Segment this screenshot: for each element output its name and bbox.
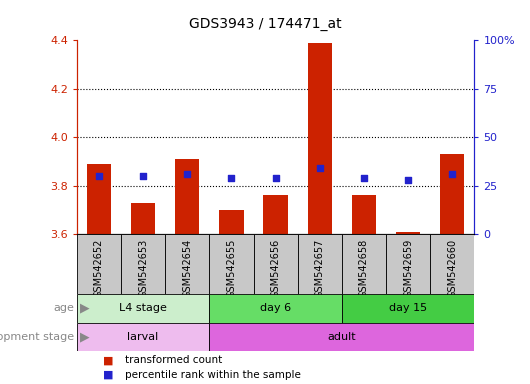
Text: GSM542659: GSM542659 [403, 238, 413, 298]
Bar [253, 234, 298, 294]
Bar [440, 154, 464, 234]
Point [227, 175, 236, 181]
Bar [263, 195, 288, 234]
Point [315, 165, 324, 171]
Text: ▶: ▶ [80, 302, 89, 314]
Text: transformed count: transformed count [125, 355, 222, 365]
Text: day 6: day 6 [260, 303, 291, 313]
Point [139, 173, 147, 179]
Text: ■: ■ [103, 370, 114, 380]
Point [183, 171, 191, 177]
Text: day 15: day 15 [389, 303, 427, 313]
Text: GDS3943 / 174471_at: GDS3943 / 174471_at [189, 17, 341, 31]
Point [448, 171, 456, 177]
Text: age: age [54, 303, 74, 313]
Text: GSM542655: GSM542655 [226, 238, 236, 298]
Text: percentile rank within the sample: percentile rank within the sample [125, 370, 301, 380]
Text: GSM542654: GSM542654 [182, 238, 192, 298]
Bar [165, 234, 209, 294]
Bar [386, 234, 430, 294]
Bar [77, 294, 209, 323]
Bar [396, 232, 420, 234]
Bar [219, 210, 244, 234]
Bar [430, 234, 474, 294]
Text: GSM542658: GSM542658 [359, 238, 369, 298]
Point [271, 175, 280, 181]
Text: ▶: ▶ [80, 331, 89, 343]
Bar [77, 323, 209, 351]
Bar [77, 234, 121, 294]
Text: GSM542652: GSM542652 [94, 238, 104, 298]
Text: larval: larval [128, 332, 158, 342]
Bar [342, 294, 474, 323]
Bar [209, 234, 253, 294]
Text: adult: adult [328, 332, 356, 342]
Bar [131, 203, 155, 234]
Text: L4 stage: L4 stage [119, 303, 167, 313]
Bar [209, 323, 474, 351]
Point [95, 173, 103, 179]
Bar [342, 234, 386, 294]
Text: GSM542657: GSM542657 [315, 238, 325, 298]
Bar [352, 195, 376, 234]
Text: development stage: development stage [0, 332, 74, 342]
Text: ■: ■ [103, 355, 114, 365]
Bar [175, 159, 199, 234]
Bar [209, 294, 342, 323]
Point [360, 175, 368, 181]
Bar [307, 43, 332, 234]
Text: GSM542660: GSM542660 [447, 238, 457, 298]
Text: GSM542653: GSM542653 [138, 238, 148, 298]
Bar [298, 234, 342, 294]
Bar [87, 164, 111, 234]
Text: GSM542656: GSM542656 [271, 238, 280, 298]
Bar [121, 234, 165, 294]
Point [404, 177, 412, 183]
